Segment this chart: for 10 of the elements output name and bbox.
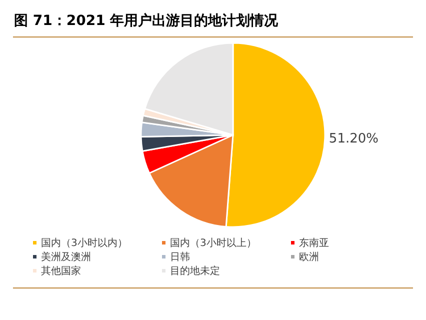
legend-label: 东南亚 (299, 237, 329, 249)
chart-title: 图 71：2021 年用户出游目的地计划情况 (14, 12, 280, 29)
legend-label: 国内（3小时以上） (170, 237, 256, 249)
legend-label: 日韩 (170, 251, 190, 263)
legend-label: 目的地未定 (170, 265, 220, 277)
legend-label: 其他国家 (41, 265, 81, 277)
legend-label: 欧洲 (299, 251, 319, 263)
data-label: 51.20% (328, 132, 379, 147)
legend-label: 美洲及澳洲 (41, 251, 91, 263)
legend-label: 国内（3小时以内） (41, 237, 128, 249)
